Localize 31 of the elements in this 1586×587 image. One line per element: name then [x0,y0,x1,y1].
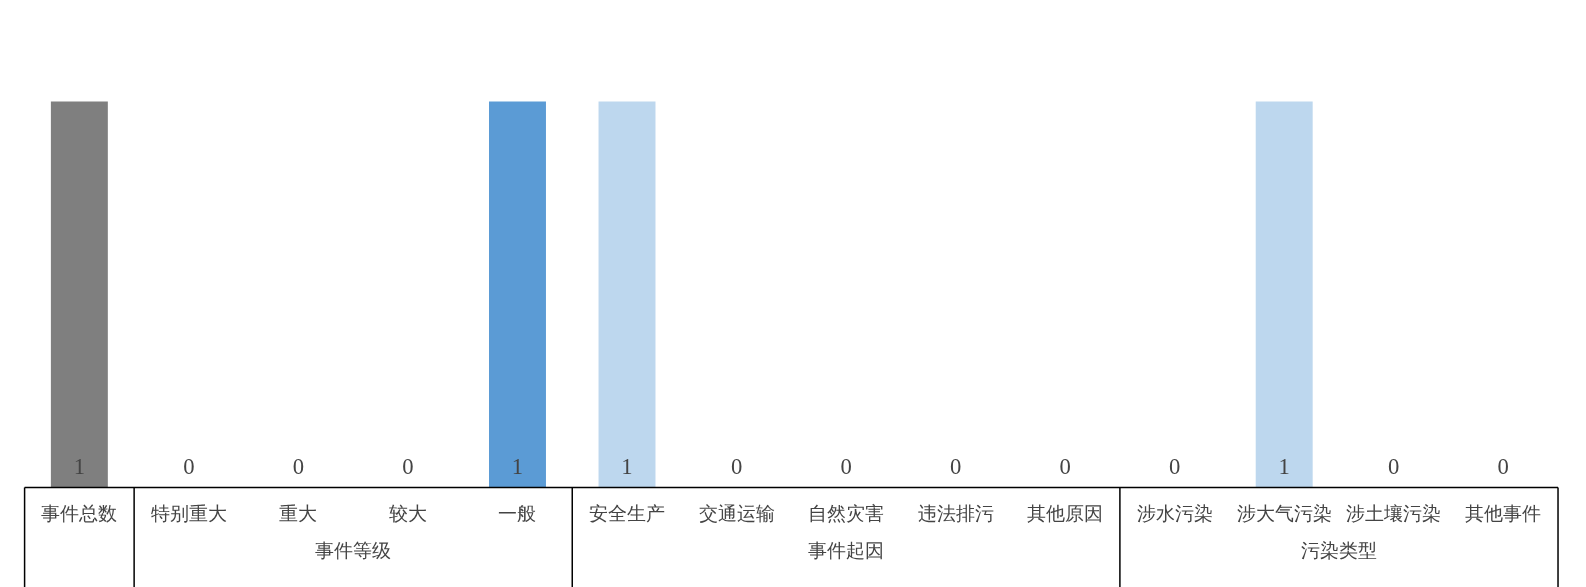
x-tick-label: 涉水污染 [1136,503,1213,524]
x-tick-label: 其他事件 [1465,503,1542,524]
data-label: 1 [511,453,524,479]
x-tick-label: 自然灾害 [808,503,885,524]
data-label: 0 [1059,453,1071,479]
x-tick-label: 违法排污 [917,503,994,524]
text: 事件起因 [808,540,885,561]
x-tick-label: 交通运输 [698,503,775,524]
data-label: 1 [621,453,633,479]
x-tick-label: 涉土壤污染 [1346,503,1442,524]
data-label: 0 [183,453,195,479]
data-label: 0 [292,453,305,479]
data-label: 0 [1497,453,1509,479]
data-label: 0 [1388,453,1400,479]
x-tick-label: 特别重大 [150,503,227,524]
text: 事件等级 [315,540,392,561]
data-label: 0 [840,453,852,479]
x-tick-label: 重大 [279,503,318,524]
x-tick-label: 其他原因 [1027,503,1104,524]
x-tick-label: 安全生产 [589,503,666,524]
data-label: 0 [730,453,743,479]
x-tick-label: 涉大气污染 [1236,503,1332,524]
text: 污染类型 [1300,540,1377,561]
x-tick-label: 较大 [388,503,427,524]
data-label: 0 [1169,453,1181,479]
data-label: 0 [402,453,414,479]
x-tick-label: 事件总数 [41,503,118,524]
data-label: 1 [1278,453,1290,479]
data-label: 0 [949,453,962,479]
data-label: 1 [73,453,86,479]
x-tick-label: 一般 [498,503,537,524]
